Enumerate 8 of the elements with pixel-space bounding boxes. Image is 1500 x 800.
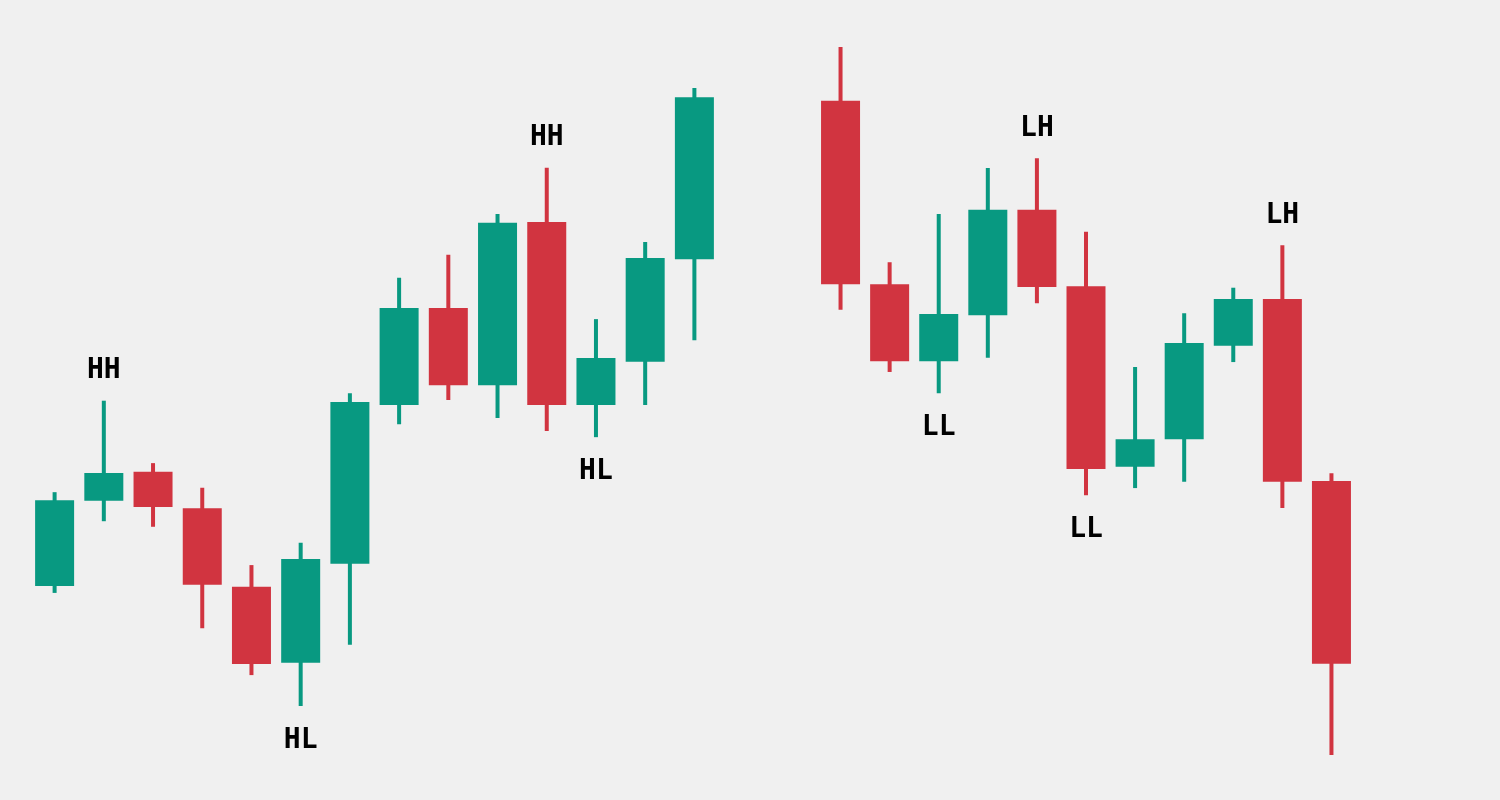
- annotation: LH: [1020, 109, 1054, 143]
- annotation: LL: [921, 408, 956, 442]
- annotation: HH: [86, 352, 121, 386]
- annotation: HL: [283, 721, 318, 755]
- annotation: HL: [579, 452, 613, 486]
- annotation: LH: [1265, 196, 1300, 230]
- annotation: HH: [529, 119, 564, 153]
- annotation: LL: [1069, 510, 1103, 544]
